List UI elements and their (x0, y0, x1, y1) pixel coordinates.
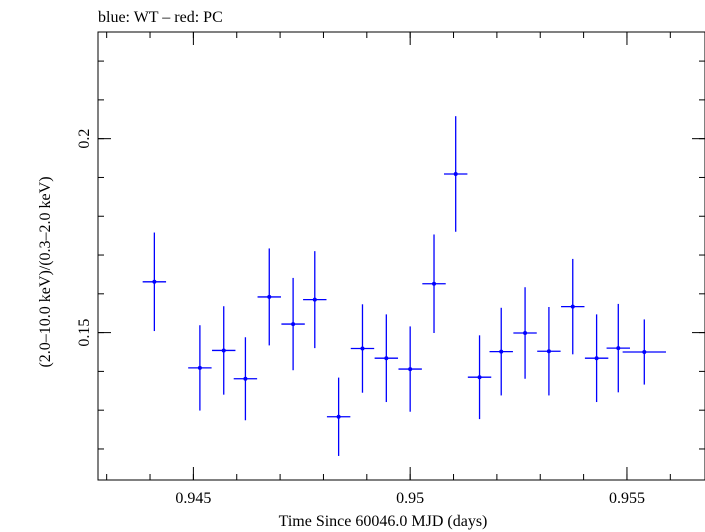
point-marker (642, 350, 647, 354)
data-point (398, 326, 422, 412)
point-marker (594, 356, 599, 361)
data-point (467, 335, 492, 420)
point-marker (432, 281, 437, 286)
data-point (622, 319, 666, 385)
data-point (281, 277, 305, 371)
point-marker (570, 304, 575, 309)
point-marker (477, 375, 482, 380)
axis-ticks (98, 32, 705, 480)
data-point (350, 304, 375, 393)
data-point (443, 116, 468, 232)
point-marker (291, 322, 296, 327)
point-marker (453, 171, 458, 176)
point-marker (152, 279, 157, 284)
data-point (257, 248, 281, 346)
point-marker (360, 346, 365, 351)
data-point (489, 307, 513, 396)
y-tick-label: 0.15 (76, 319, 93, 347)
data-point (303, 251, 327, 349)
point-marker (546, 349, 551, 354)
data-point (142, 232, 167, 332)
x-tick-label: 0.955 (609, 490, 645, 507)
point-marker (197, 365, 202, 370)
data-point (513, 287, 537, 379)
x-tick-label: 0.945 (175, 490, 211, 507)
point-marker (384, 356, 389, 361)
chart-title: blue: WT – red: PC (98, 9, 223, 26)
data-point (212, 306, 236, 395)
x-tick-label: 0.95 (396, 490, 424, 507)
data-point (188, 325, 212, 411)
x-axis-label: Time Since 60046.0 MJD (days) (279, 513, 488, 530)
tick-labels: 0.945 0.95 0.955 0.15 0.2 (76, 129, 645, 507)
data-point (606, 303, 630, 393)
point-marker (312, 297, 317, 302)
point-marker (408, 367, 413, 372)
data-points (142, 116, 666, 456)
point-marker (336, 414, 341, 419)
plot-frame (97, 31, 705, 481)
data-point (233, 337, 258, 421)
point-marker (221, 348, 226, 353)
data-point (537, 307, 561, 396)
point-marker (499, 349, 504, 354)
point-marker (267, 294, 272, 299)
data-point (422, 234, 446, 333)
point-marker (243, 376, 248, 381)
data-point (561, 258, 585, 355)
point-marker (523, 330, 528, 335)
data-point (326, 377, 351, 456)
y-tick-label: 0.2 (76, 129, 93, 149)
data-point (584, 314, 609, 403)
data-point (374, 314, 399, 403)
point-marker (616, 346, 621, 351)
y-axis-label: (2.0–10.0 keV)/(0.3–2.0 keV) (37, 176, 54, 367)
